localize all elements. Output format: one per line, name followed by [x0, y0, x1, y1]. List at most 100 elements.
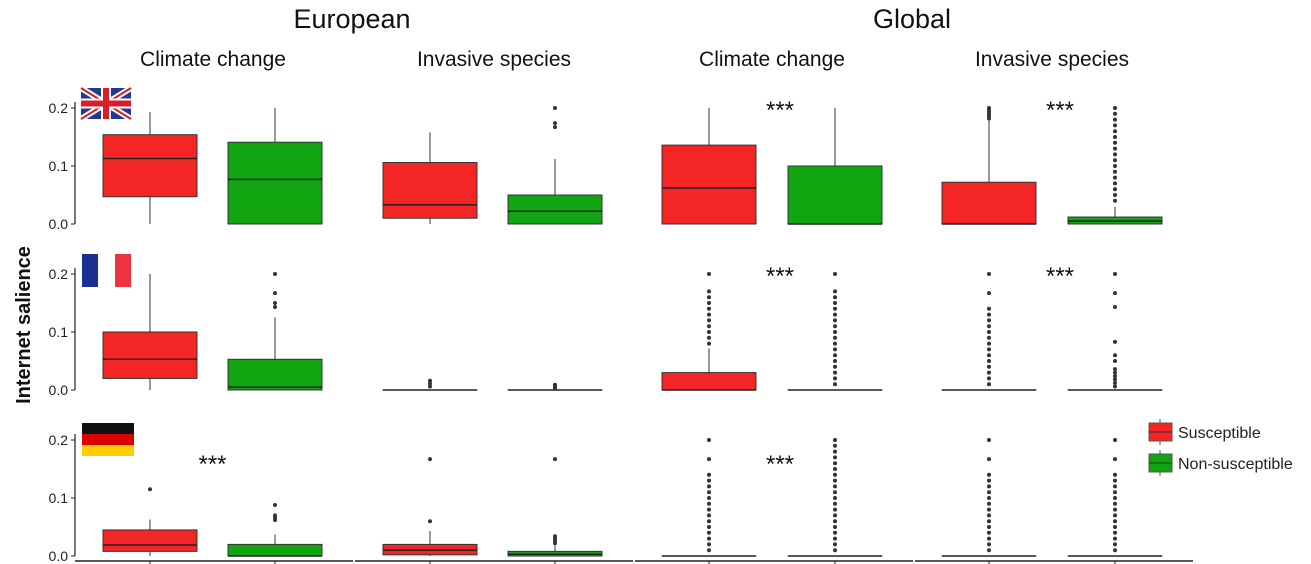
outlier-point: [1113, 377, 1117, 382]
outlier-point: [833, 376, 837, 381]
box-iqr: [102, 529, 198, 552]
outlier-point: [1113, 525, 1117, 529]
y-axis-label: Internet salience: [13, 246, 35, 404]
outlier-point: [273, 502, 277, 507]
outlier-point: [833, 353, 837, 358]
outlier-point: [707, 507, 711, 512]
y-tick-label: 0.2: [49, 266, 69, 282]
outlier-point: [707, 318, 711, 323]
box-susceptible: [661, 108, 757, 225]
box-iqr: [227, 141, 323, 225]
outlier-point: [987, 478, 991, 483]
uk-flag-icon: [79, 85, 133, 122]
outlier-point: [987, 312, 991, 317]
box-non-susceptible: [227, 502, 323, 557]
outlier-point: [987, 457, 991, 462]
column-title-global-invasive: Invasive species: [975, 48, 1129, 71]
germany-flag-icon: [82, 423, 134, 456]
outlier-point: [833, 472, 837, 477]
outlier-point: [707, 289, 711, 294]
significance-marker: ***: [766, 263, 794, 290]
outlier-point: [987, 364, 991, 369]
outlier-point: [987, 519, 991, 524]
outlier-point: [833, 359, 837, 363]
outlier-point: [707, 484, 711, 489]
outlier-point: [833, 289, 837, 294]
outlier-point: [987, 542, 991, 547]
outlier-point: [833, 519, 837, 524]
legend-label-non-susceptible: Non-susceptible: [1178, 456, 1293, 473]
outlier-point: [987, 330, 991, 334]
outlier-point: [987, 291, 991, 296]
box-susceptible: [941, 438, 1037, 557]
outlier-point: [1113, 381, 1117, 386]
outlier-point: [833, 536, 837, 541]
outlier-point: [1113, 472, 1117, 477]
box-iqr: [227, 543, 323, 557]
outlier-point: [273, 305, 277, 310]
box-non-susceptible: [787, 272, 883, 391]
outlier-point: [987, 490, 991, 495]
outlier-point: [833, 484, 837, 489]
outlier-point: [987, 382, 991, 387]
y-tick-label: 0.0: [49, 548, 69, 564]
box-iqr: [102, 331, 198, 379]
outlier-point: [833, 530, 837, 535]
outlier-point: [707, 496, 711, 500]
outlier-point: [1113, 367, 1117, 372]
outlier-point: [987, 318, 991, 323]
outlier-point: [1113, 353, 1117, 358]
outlier-point: [707, 530, 711, 535]
outlier-point: [987, 347, 991, 352]
outlier-point: [707, 330, 711, 334]
outlier-point: [707, 548, 711, 553]
outlier-point: [833, 525, 837, 529]
outlier-point: [833, 542, 837, 547]
outlier-point: [987, 324, 991, 329]
outlier-point: [1113, 152, 1117, 157]
outlier-point: [1113, 519, 1117, 524]
outlier-point: [833, 347, 837, 352]
outlier-point: [1113, 129, 1117, 134]
outlier-point: [707, 335, 711, 340]
outlier-point: [707, 457, 711, 462]
outlier-point: [1113, 542, 1117, 547]
outlier-point: [1113, 484, 1117, 489]
outlier-point: [1113, 370, 1117, 375]
outlier-point: [833, 496, 837, 500]
outlier-point: [707, 519, 711, 524]
outlier-point: [833, 443, 837, 448]
outlier-point: [833, 295, 837, 300]
outlier-point: [553, 106, 557, 110]
box-iqr: [507, 194, 603, 225]
y-tick-label: 0.1: [49, 158, 69, 174]
outlier-point: [1113, 117, 1117, 122]
outlier-point: [707, 272, 711, 276]
outlier-point: [1113, 198, 1117, 203]
outlier-point: [987, 507, 991, 512]
outlier-point: [987, 272, 991, 276]
box-iqr: [787, 165, 883, 225]
outlier-point: [1113, 501, 1117, 506]
box-susceptible: [661, 272, 757, 391]
outlier-point: [1113, 384, 1117, 389]
outlier-point: [273, 301, 277, 305]
france-flag-icon: [82, 254, 131, 287]
outlier-point: [987, 496, 991, 500]
outlier-point: [987, 548, 991, 553]
outlier-point: [987, 501, 991, 506]
outlier-point: [987, 530, 991, 535]
outlier-point: [833, 364, 837, 369]
outlier-point: [987, 484, 991, 489]
outlier-point: [1113, 169, 1117, 174]
box-susceptible: [382, 378, 478, 391]
outlier-point: [553, 125, 557, 130]
box-non-susceptible: [227, 108, 323, 225]
legend: Susceptible Non-susceptible: [1148, 419, 1293, 476]
outlier-point: [1113, 272, 1117, 276]
outlier-point: [1113, 111, 1117, 116]
outlier-point: [833, 501, 837, 506]
outlier-point: [707, 513, 711, 518]
outlier-point: [1113, 175, 1117, 180]
